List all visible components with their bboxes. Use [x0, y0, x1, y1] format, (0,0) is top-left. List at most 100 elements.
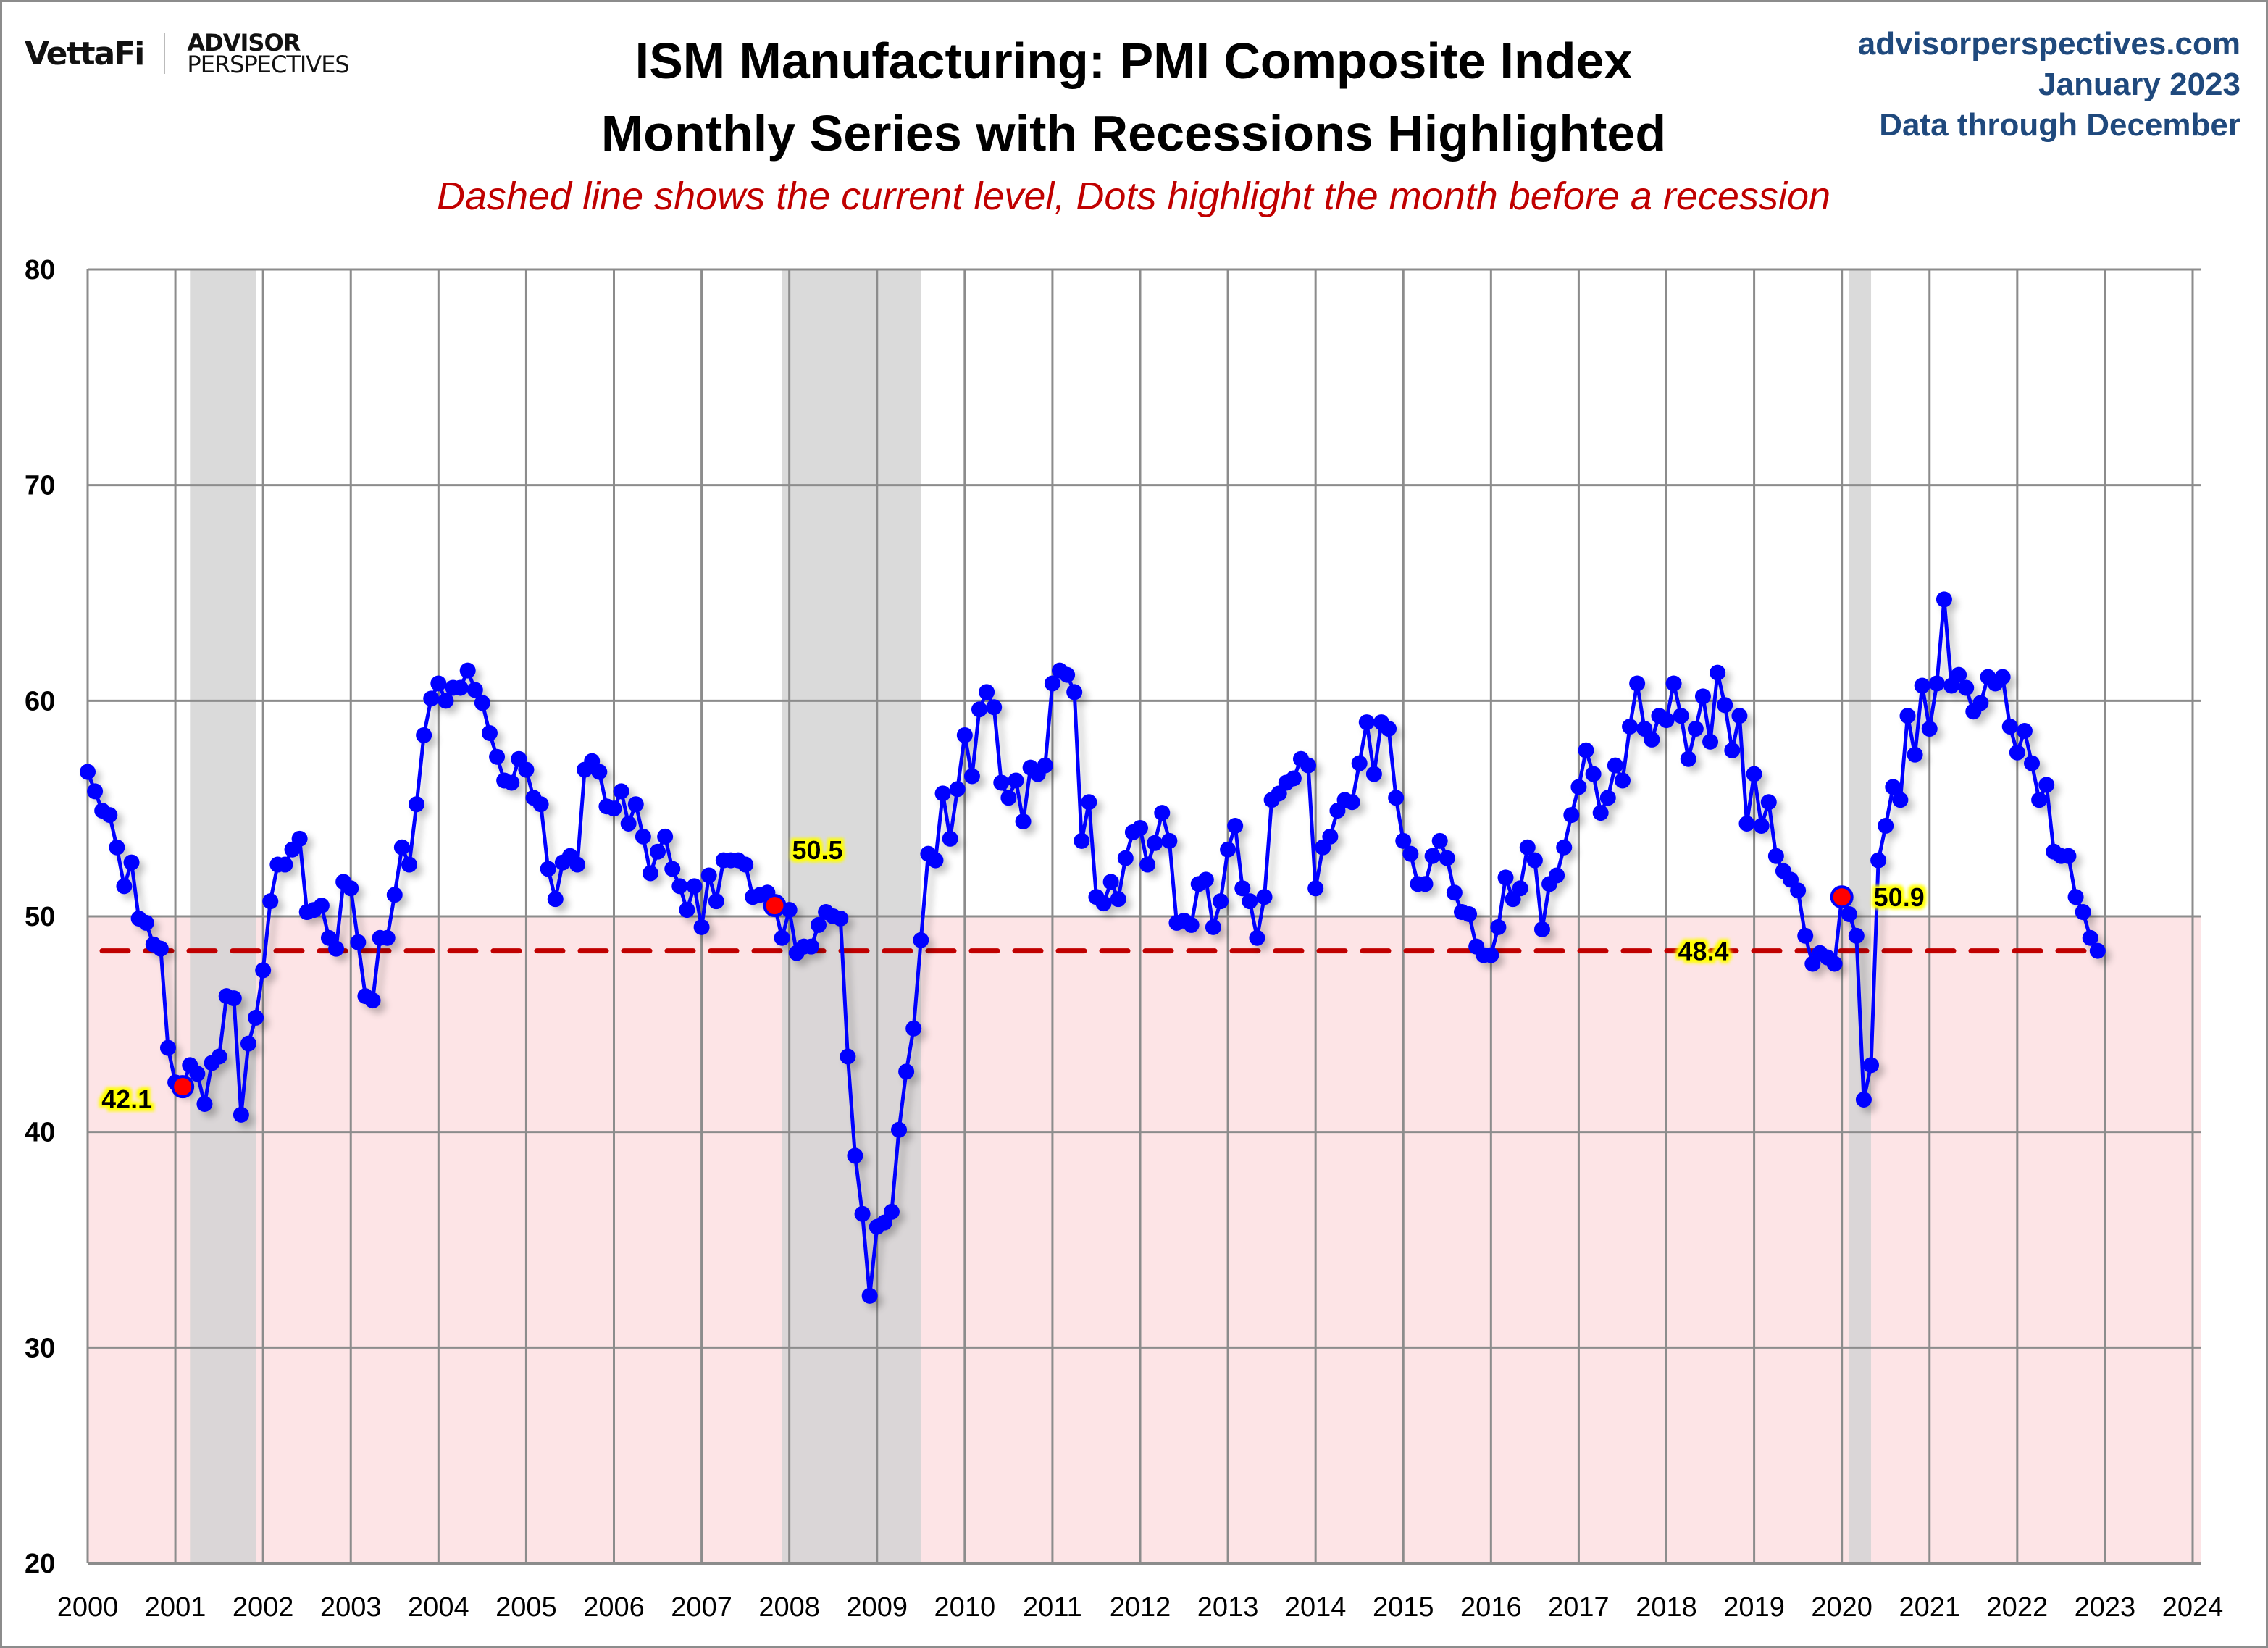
data-point	[1951, 666, 1967, 683]
data-point	[1826, 955, 1843, 972]
data-point	[832, 910, 849, 927]
data-point	[1622, 719, 1639, 735]
x-tick-label: 2010	[934, 1592, 996, 1623]
x-tick-label: 2003	[320, 1592, 382, 1623]
data-point	[657, 828, 674, 845]
data-point	[606, 800, 622, 817]
x-tick-label: 2015	[1373, 1592, 1434, 1623]
data-point	[1102, 874, 1119, 890]
y-tick-label: 30	[25, 1333, 55, 1363]
data-point	[459, 662, 476, 679]
data-point	[547, 891, 564, 908]
y-tick-label: 40	[25, 1118, 55, 1148]
logo-ap-top: ADVISOR	[187, 29, 301, 57]
data-point	[979, 684, 995, 700]
x-tick-label: 2017	[1548, 1592, 1610, 1623]
data-point	[255, 962, 272, 979]
data-point	[401, 856, 417, 873]
data-point	[971, 701, 988, 718]
data-point	[569, 856, 586, 873]
data-point	[942, 830, 958, 847]
x-tick-label: 2008	[758, 1592, 820, 1623]
data-point	[1037, 757, 1053, 774]
data-point	[1344, 794, 1360, 811]
data-point	[1563, 807, 1580, 824]
data-point	[1899, 708, 1916, 724]
data-point	[1702, 733, 1719, 750]
data-point	[1914, 677, 1930, 694]
data-point	[1095, 895, 1112, 912]
data-point	[474, 695, 490, 711]
data-point	[1928, 675, 1945, 692]
data-point	[1629, 675, 1646, 692]
data-point	[416, 727, 432, 743]
data-point	[503, 774, 520, 791]
y-tick-label: 70	[25, 471, 55, 501]
data-point	[1885, 779, 1901, 795]
data-point	[423, 690, 440, 707]
data-point	[386, 887, 403, 903]
data-point	[1738, 816, 1755, 832]
data-point	[1724, 742, 1741, 758]
data-point	[1439, 850, 1455, 866]
data-point	[693, 919, 710, 935]
data-point	[1921, 721, 1938, 737]
data-point	[1556, 839, 1573, 856]
data-point	[481, 724, 498, 741]
data-point	[466, 682, 483, 698]
y-tick-label: 80	[25, 255, 55, 285]
x-tick-label: 2013	[1197, 1592, 1259, 1623]
data-point	[1526, 852, 1543, 869]
data-point	[1687, 721, 1704, 737]
logo-ap-bottom: PERSPECTIVES	[187, 51, 349, 78]
pre-recession-label: 42.1	[101, 1084, 152, 1114]
data-point	[1161, 832, 1178, 849]
data-point	[708, 893, 724, 910]
data-point	[1680, 750, 1696, 767]
y-tick-label: 60	[25, 686, 55, 716]
data-point	[1388, 790, 1405, 806]
data-point	[1402, 845, 1419, 862]
data-point	[1710, 664, 1726, 681]
data-point	[350, 934, 367, 950]
data-point	[2024, 755, 2041, 771]
data-point	[393, 839, 410, 856]
data-point	[1081, 794, 1097, 811]
data-point	[1139, 856, 1156, 873]
data-point	[1694, 688, 1711, 705]
data-point	[409, 796, 425, 813]
data-point	[891, 1121, 908, 1138]
data-point	[840, 1048, 856, 1065]
data-point	[1753, 817, 1770, 834]
data-point	[152, 940, 169, 957]
x-tick-label: 2018	[1636, 1592, 1697, 1623]
series-layer	[80, 591, 2106, 1304]
data-point	[1578, 742, 1594, 758]
x-tick-label: 2006	[583, 1592, 645, 1623]
data-point	[1512, 880, 1528, 897]
data-point	[986, 699, 1003, 716]
data-point	[650, 843, 666, 860]
data-point	[1197, 871, 1214, 888]
data-point	[101, 807, 118, 824]
data-point	[1183, 916, 1200, 933]
data-point	[1549, 867, 1565, 884]
data-point	[1066, 684, 1083, 700]
data-point	[2060, 848, 2077, 864]
y-tick-label: 50	[25, 902, 55, 932]
x-tick-label: 2024	[2162, 1592, 2224, 1623]
chart-title: ISM Manufacturing: PMI Composite Index	[635, 33, 1633, 89]
data-point	[1431, 832, 1448, 849]
advisor-perspectives-logo: ADVISOR PERSPECTIVES	[187, 29, 349, 78]
data-point	[811, 916, 827, 933]
data-point	[540, 861, 556, 877]
data-point	[438, 693, 454, 709]
data-point	[1234, 880, 1251, 897]
data-point	[1607, 757, 1623, 774]
pre-recession-label: 50.5	[792, 835, 842, 865]
data-point	[1936, 591, 1952, 608]
pre-recession-dot	[171, 1075, 195, 1099]
data-point	[1117, 850, 1134, 866]
data-point	[1059, 666, 1076, 683]
data-point	[898, 1063, 915, 1080]
